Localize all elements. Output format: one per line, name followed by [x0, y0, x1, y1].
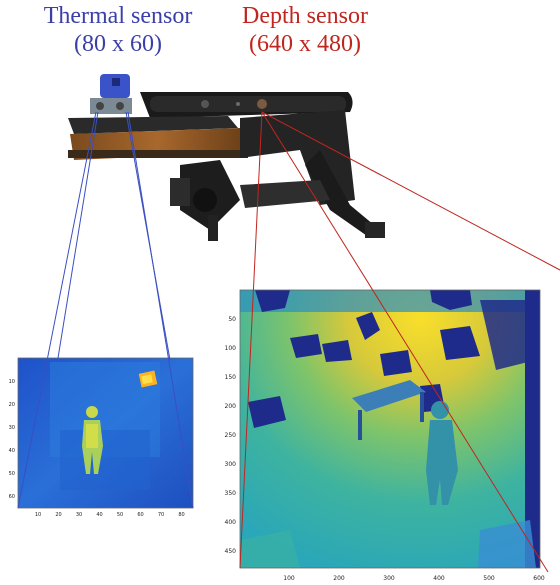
depth-projection-lines: [239, 111, 560, 573]
thermal-y-tick-label: 30: [9, 425, 15, 431]
thermal-y-tick-label: 10: [9, 379, 15, 385]
thermal-sensor-resolution: (80 x 60): [74, 31, 162, 57]
thermal-x-tick-label: 50: [117, 512, 123, 518]
thermal-x-tick-label: 70: [158, 512, 164, 518]
depth-x-tick-label: 500: [483, 575, 495, 582]
sensor-rig-photo: [68, 74, 385, 241]
depth-sensor-title: Depth sensor: [242, 3, 368, 29]
depth-y-tick-label: 150: [225, 374, 237, 381]
depth-y-tick-label: 100: [225, 345, 237, 352]
thermal-projection-lines: [17, 111, 194, 509]
depth-sensor-label: Depth sensor (640 x 480): [205, 2, 405, 58]
depth-y-tick-label: 400: [225, 519, 237, 526]
thermal-y-tick-label: 20: [9, 402, 15, 408]
depth-x-tick-label: 400: [433, 575, 445, 582]
thermal-y-tick-label: 50: [9, 471, 15, 477]
depth-y-tick-label: 200: [225, 403, 237, 410]
depth-y-tick-label: 300: [225, 461, 237, 468]
thermal-x-tick-label: 60: [137, 512, 143, 518]
thermal-x-tick-label: 40: [96, 512, 102, 518]
thermal-sensor-label: Thermal sensor (80 x 60): [8, 2, 228, 58]
thermal-x-tick-label: 10: [35, 512, 41, 518]
thermal-x-tick-label: 80: [178, 512, 184, 518]
depth-image: [239, 289, 541, 569]
depth-y-tick-label: 350: [225, 490, 237, 497]
depth-sensor-resolution: (640 x 480): [249, 31, 361, 57]
thermal-x-tick-label: 20: [55, 512, 61, 518]
thermal-x-ticks: 10 20 30 40 50 60 70 80: [35, 512, 185, 518]
thermal-y-ticks: 10 20 30 40 50 60: [9, 379, 15, 500]
depth-x-tick-label: 300: [383, 575, 395, 582]
thermal-x-tick-label: 30: [76, 512, 82, 518]
depth-y-tick-label: 450: [225, 548, 237, 555]
depth-x-ticks: 100 200 300 400 500 600: [283, 575, 545, 582]
depth-x-tick-label: 100: [283, 575, 295, 582]
thermal-sensor-title: Thermal sensor: [43, 3, 193, 29]
depth-x-tick-label: 200: [333, 575, 345, 582]
thermal-y-tick-label: 60: [9, 494, 15, 500]
thermal-y-tick-label: 40: [9, 448, 15, 454]
depth-y-ticks: 50 100 150 200 250 300 350 400 450: [225, 316, 237, 555]
depth-y-tick-label: 50: [228, 316, 236, 323]
depth-x-tick-label: 600: [533, 575, 545, 582]
thermal-image: [17, 357, 194, 509]
depth-y-tick-label: 250: [225, 432, 237, 439]
